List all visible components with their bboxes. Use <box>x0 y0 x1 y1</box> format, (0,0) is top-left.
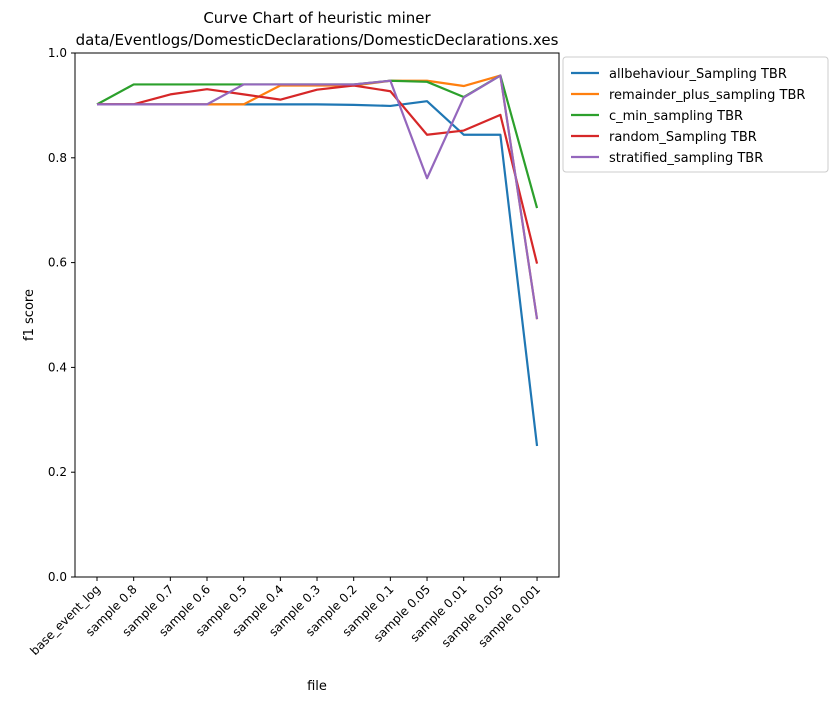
chart-title: Curve Chart of heuristic miner <box>203 9 431 27</box>
legend-label: stratified_sampling TBR <box>609 151 763 166</box>
legend-item: stratified_sampling TBR <box>571 151 763 166</box>
legend-item: allbehaviour_Sampling TBR <box>571 67 787 82</box>
series-1 <box>97 100 539 447</box>
x-axis-label: file <box>307 679 327 694</box>
series-layer <box>96 74 539 447</box>
series-5 <box>97 74 539 320</box>
y-tick-label: 0.2 <box>48 465 67 479</box>
series-line <box>97 84 539 264</box>
legend-label: random_Sampling TBR <box>609 130 757 145</box>
y-tick-label: 0.0 <box>48 570 67 584</box>
legend-label: c_min_sampling TBR <box>609 109 743 124</box>
legend-box <box>562 56 829 173</box>
series-4 <box>97 84 539 264</box>
plot-area-frame <box>74 52 560 578</box>
legend-item: c_min_sampling TBR <box>571 109 743 124</box>
y-tick-label: 0.6 <box>48 256 67 270</box>
y-axis-label: f1 score <box>22 289 37 341</box>
legend-item: random_Sampling TBR <box>571 130 757 145</box>
y-tick-label: 0.4 <box>48 360 67 374</box>
legend-item: remainder_plus_sampling TBR <box>571 88 805 103</box>
y-tick-label: 0.8 <box>48 151 67 165</box>
series-line <box>97 74 539 320</box>
chart-subtitle: data/Eventlogs/DomesticDeclarations/Dome… <box>76 31 559 49</box>
y-axis: 0.0 0.2 0.4 0.6 0.8 1.0 <box>48 46 75 584</box>
series-2 <box>97 74 539 320</box>
series-line <box>97 100 539 447</box>
series-line <box>97 74 539 320</box>
legend-label: allbehaviour_Sampling TBR <box>609 67 787 82</box>
y-tick-label: 1.0 <box>48 46 67 60</box>
legend-label: remainder_plus_sampling TBR <box>609 88 805 103</box>
legend: allbehaviour_Sampling TBR remainder_plus_… <box>562 56 829 173</box>
